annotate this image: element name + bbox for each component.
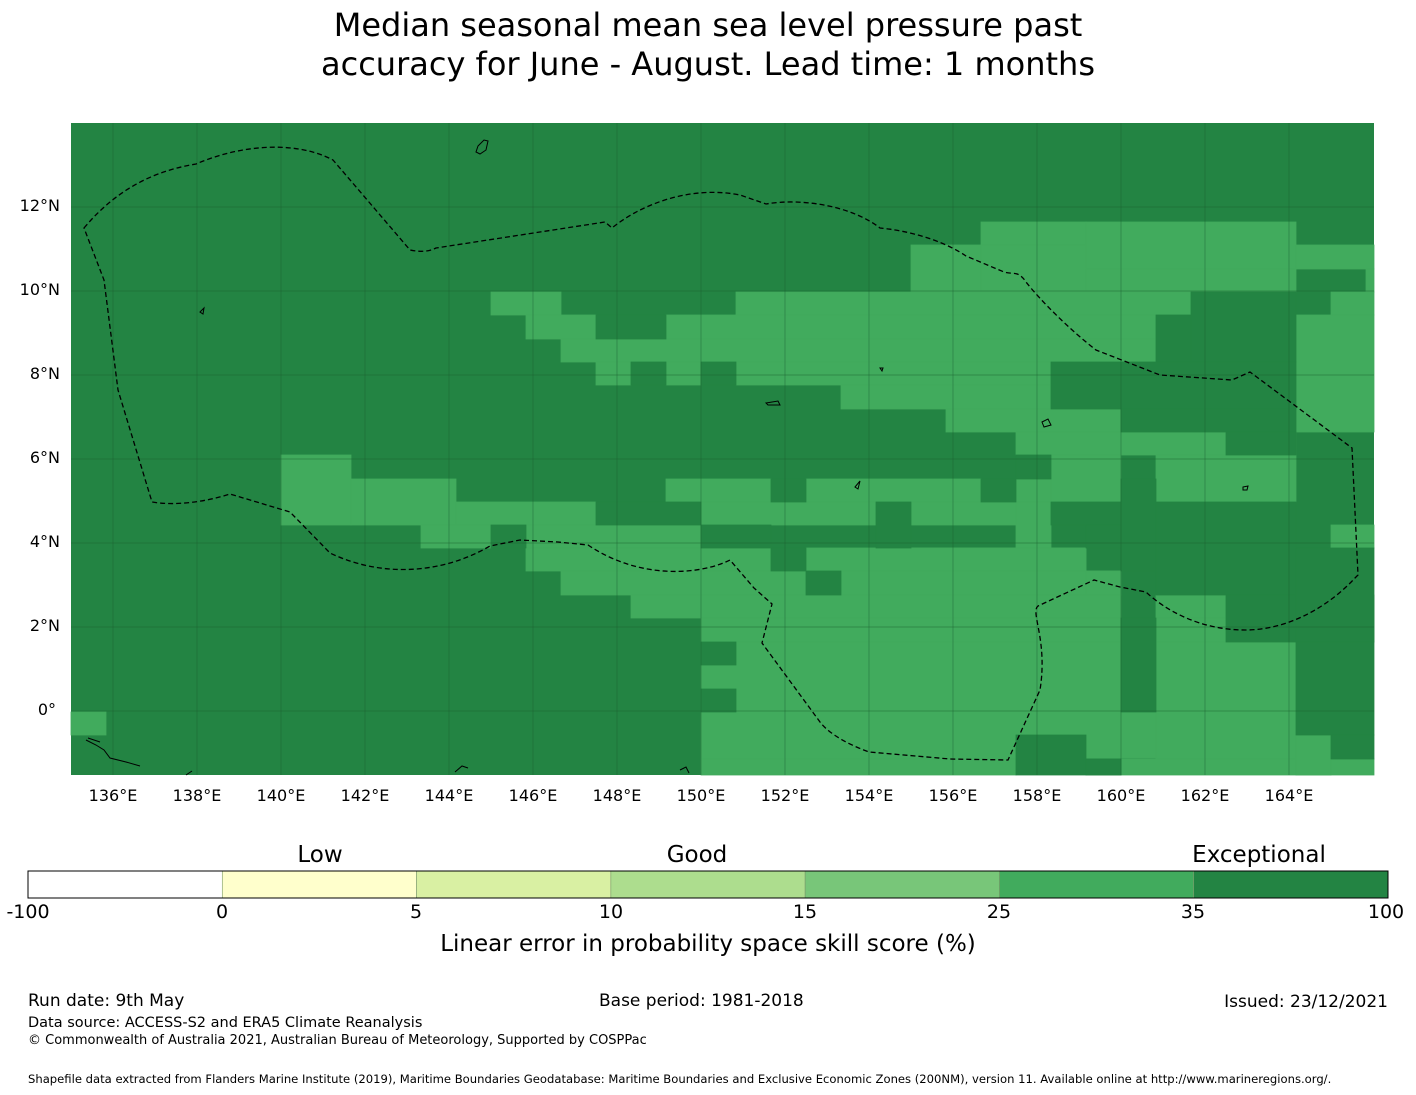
colorbar-segment (999, 870, 1195, 899)
island-small-4 (764, 400, 781, 406)
lon-label-148e: 148°E (592, 786, 642, 805)
skill-cell (1120, 478, 1157, 572)
title-line-1: Median seasonal mean sea level pressure … (333, 6, 1083, 44)
skill-cell (525, 314, 597, 340)
colorbar-segment (610, 870, 806, 899)
island-small-7 (679, 766, 690, 774)
lon-label-136e: 136°E (88, 786, 138, 805)
lon-label-162e: 162°E (1180, 786, 1230, 805)
tick-label-15: 15 (792, 901, 818, 923)
tick-label-25: 25 (986, 901, 1012, 923)
island-small-2 (1041, 418, 1052, 428)
map-gridlines (71, 123, 1374, 775)
tick-label-35: 35 (1180, 901, 1206, 923)
lon-label-144e: 144°E (424, 786, 474, 805)
skill-cell (1120, 711, 1157, 759)
lon-label-154e: 154°E (844, 786, 894, 805)
skill-cell (1155, 641, 1297, 760)
skill-cell (1225, 431, 1297, 456)
tick-label-0: 0 (215, 901, 229, 923)
lat-label-12n: 12°N (19, 196, 60, 215)
guam-island (475, 139, 489, 155)
skill-cell (1295, 314, 1375, 433)
tick-label-5: 5 (409, 901, 423, 923)
colorbar (27, 870, 1389, 899)
colorbar-segment (804, 870, 1000, 899)
chart-title: Median seasonal mean sea level pressure … (0, 6, 1416, 84)
island-small-5 (879, 367, 884, 373)
lat-label-10n: 10°N (19, 280, 60, 299)
skill-cell (875, 501, 912, 549)
copyright: © Commonwealth of Australia 2021, Austra… (28, 1033, 647, 1048)
skill-cell (1295, 641, 1375, 736)
skill-cell (910, 244, 982, 293)
lon-label-140e: 140°E (256, 786, 306, 805)
skill-cell (1155, 314, 1192, 363)
lon-label-142e: 142°E (340, 786, 390, 805)
skill-cell (1120, 617, 1157, 713)
skill-cell (560, 570, 807, 596)
issued-date: Issued: 23/12/2021 (1224, 992, 1388, 1012)
skill-cell (70, 711, 107, 736)
island-small-3 (1242, 485, 1249, 491)
new-guinea-coast (85, 737, 141, 767)
island-small-8 (185, 765, 469, 776)
shapefile-credit: Shapefile data extracted from Flanders M… (28, 1072, 1332, 1086)
lon-label-160e: 160°E (1096, 786, 1146, 805)
exceptional-patches (490, 291, 1375, 776)
lon-label-150e: 150°E (676, 786, 726, 805)
colorbar-segment (27, 870, 223, 899)
tick-label-minus100: -100 (6, 901, 50, 923)
skill-cell (805, 570, 842, 596)
lon-label-158e: 158°E (1012, 786, 1062, 805)
lon-label-146e: 146°E (508, 786, 558, 805)
colorbar-segment (221, 870, 417, 899)
category-good: Good (666, 842, 728, 868)
skill-cell (770, 478, 807, 503)
skill-cell (1155, 454, 1297, 503)
skill-cell (280, 454, 352, 526)
skill-cell (840, 384, 1052, 410)
eez-boundary (83, 146, 1359, 761)
skill-cell (980, 478, 1017, 503)
tick-label-100: 100 (1367, 901, 1405, 923)
colorbar-segment (416, 870, 612, 899)
category-exceptional: Exceptional (1192, 842, 1326, 868)
skill-cell (1295, 547, 1375, 643)
skill-cell (1155, 501, 1297, 596)
lat-label-4n: 4°N (29, 532, 60, 551)
colorbar-segment (1193, 870, 1389, 899)
colorbar-frame (27, 870, 1389, 899)
skill-cell (630, 361, 667, 386)
skill-cell (595, 314, 667, 340)
title-line-2: accuracy for June - August. Lead time: 1… (321, 45, 1095, 83)
skill-cell (770, 547, 807, 572)
base-period: Base period: 1981-2018 (599, 991, 804, 1011)
colorbar-segments (27, 870, 1389, 899)
run-date: Run date: 9th May (28, 991, 185, 1011)
skill-cell (1295, 244, 1375, 270)
skill-cell (1330, 734, 1375, 760)
island-small-1 (199, 306, 205, 315)
lon-label-156e: 156°E (928, 786, 978, 805)
skill-cell (980, 244, 1087, 293)
lon-label-164e: 164°E (1264, 786, 1314, 805)
skill-cell (1015, 501, 1052, 549)
lon-label-138e: 138°E (172, 786, 222, 805)
island-small-6 (854, 480, 861, 490)
skill-map (70, 123, 1375, 776)
tick-label-10: 10 (598, 901, 624, 923)
islands (85, 139, 1249, 776)
skill-cell (1050, 454, 1122, 503)
lat-label-2n: 2°N (29, 616, 60, 635)
lat-label-8n: 8°N (29, 364, 60, 383)
skill-cell (490, 524, 527, 549)
data-source: Data source: ACCESS-S2 and ERA5 Climate … (28, 1015, 423, 1031)
skill-cell (1015, 734, 1087, 776)
colorbar-title: Linear error in probability space skill … (440, 931, 976, 957)
lat-label-0: 0° (37, 700, 56, 719)
lon-label-152e: 152°E (760, 786, 810, 805)
lat-label-6n: 6°N (29, 448, 60, 467)
category-low: Low (297, 842, 343, 868)
